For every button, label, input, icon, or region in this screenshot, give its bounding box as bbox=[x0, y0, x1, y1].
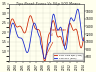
Text: Post Lehman
Fall: Post Lehman Fall bbox=[46, 28, 66, 55]
Text: Tips Break Evens Vs S&p 500 Means: Tips Break Evens Vs S&p 500 Means bbox=[16, 2, 80, 6]
Legend: 10yr TIPS B/E (LHS), S&P 500 (RHS): 10yr TIPS B/E (LHS), S&P 500 (RHS) bbox=[53, 53, 83, 60]
